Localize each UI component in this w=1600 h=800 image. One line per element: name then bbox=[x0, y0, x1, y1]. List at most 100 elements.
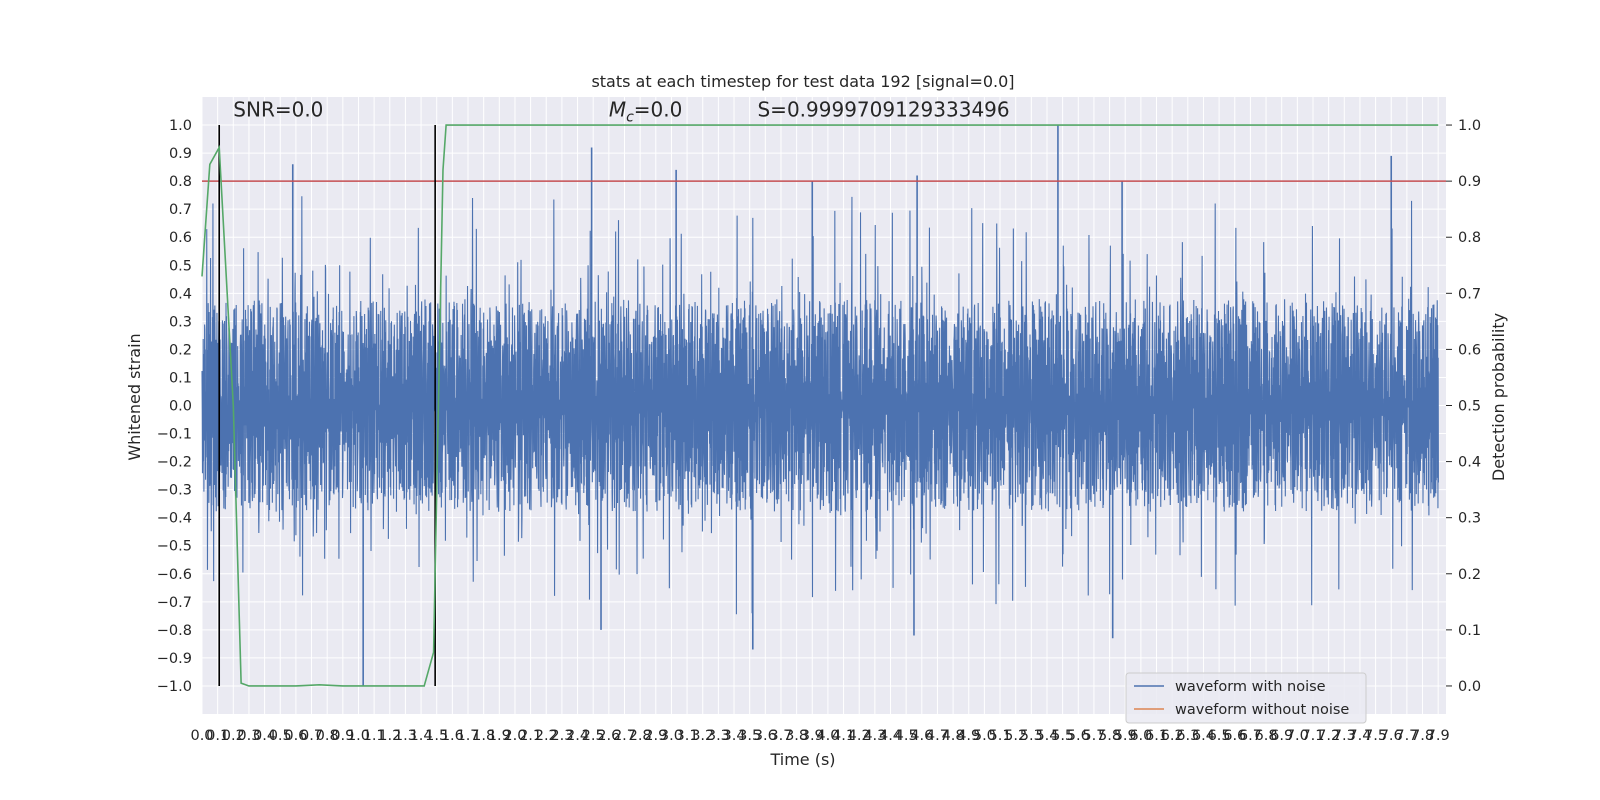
y-tick-label-left: 0.1 bbox=[169, 370, 192, 386]
y-tick-label-left: 0.2 bbox=[169, 342, 192, 358]
x-tick-label: 6.0 bbox=[1129, 728, 1152, 744]
x-tick-label: 3.8 bbox=[785, 728, 808, 744]
x-tick-label: 0.0 bbox=[190, 728, 213, 744]
x-tick-label: 4.6 bbox=[910, 728, 933, 744]
x-tick-label: 7.4 bbox=[1348, 728, 1371, 744]
legend-label-waveform-with-noise: waveform with noise bbox=[1175, 679, 1326, 695]
annotations: SNR=0.0 Mc=0.0 S=0.9999709129333496 bbox=[233, 98, 1009, 126]
x-tick-label: 2.3 bbox=[550, 728, 573, 744]
y-tick-label-right: 0.0 bbox=[1458, 679, 1481, 695]
x-tick-label: 0.4 bbox=[253, 728, 276, 744]
y-tick-label-right: 0.1 bbox=[1458, 623, 1481, 639]
y-axis-label-left: Whitened strain bbox=[125, 333, 144, 460]
x-tick-label: 0.3 bbox=[237, 728, 260, 744]
y-axis-left-ticks: 1.0 0.9 0.8 0.7 0.6 0.5 0.4 0.3 0.2 0.1 0.0 −0.1 −0.… bbox=[157, 118, 192, 695]
y-tick-label-right: 0.7 bbox=[1458, 286, 1481, 302]
x-tick-label: 0.1 bbox=[206, 728, 229, 744]
x-tick-label: 4.5 bbox=[895, 728, 918, 744]
annotation-chirp-mass-symbol: M bbox=[609, 98, 626, 122]
x-tick-label: 7.9 bbox=[1427, 728, 1450, 744]
y-tick-label-right: 1.0 bbox=[1458, 118, 1481, 134]
x-tick-label: 5.0 bbox=[973, 728, 996, 744]
y-tick-label-right: 0.9 bbox=[1458, 174, 1481, 190]
x-tick-label: 2.9 bbox=[644, 728, 667, 744]
y-axis-label-right: Detection probability bbox=[1489, 313, 1508, 481]
x-tick-label: 7.7 bbox=[1395, 728, 1418, 744]
y-tick-label-left: 0.3 bbox=[169, 314, 192, 330]
annotation-snr: SNR=0.0 bbox=[233, 98, 323, 122]
x-axis-label: Time (s) bbox=[769, 750, 835, 769]
x-tick-label: 1.1 bbox=[363, 728, 386, 744]
y-tick-label-left: 0.6 bbox=[169, 230, 192, 246]
x-tick-label: 0.5 bbox=[269, 728, 292, 744]
x-tick-label: 6.9 bbox=[1270, 728, 1293, 744]
annotation-chirp-mass-value: =0.0 bbox=[634, 98, 683, 122]
y-tick-label-left: 0.5 bbox=[169, 258, 192, 274]
annotation-chirp-mass-subscript: c bbox=[626, 110, 634, 126]
y-tick-label-left: −0.1 bbox=[157, 427, 192, 443]
x-tick-label: 2.0 bbox=[503, 728, 526, 744]
x-tick-label: 3.1 bbox=[676, 728, 699, 744]
x-tick-label: 5.8 bbox=[1098, 728, 1121, 744]
annotation-score: S=0.9999709129333496 bbox=[757, 98, 1009, 122]
x-tick-label: 2.4 bbox=[566, 728, 589, 744]
y-tick-label-left: −0.3 bbox=[157, 483, 192, 499]
legend: waveform with noise waveform without noi… bbox=[1125, 672, 1367, 724]
x-tick-label: 6.3 bbox=[1176, 728, 1199, 744]
x-tick-label: 4.1 bbox=[832, 728, 855, 744]
x-tick-label: 6.8 bbox=[1255, 728, 1278, 744]
x-tick-label: 0.6 bbox=[284, 728, 307, 744]
x-tick-label: 6.6 bbox=[1223, 728, 1246, 744]
series-detection-probability bbox=[201, 124, 1439, 687]
x-tick-label: 3.9 bbox=[801, 728, 824, 744]
x-tick-label: 5.9 bbox=[1114, 728, 1137, 744]
x-tick-label: 3.4 bbox=[722, 728, 745, 744]
x-tick-label: 1.2 bbox=[378, 728, 401, 744]
y-tick-label-left: −0.8 bbox=[157, 623, 192, 639]
series-waveform-with-noise bbox=[201, 125, 1439, 686]
x-tick-label: 1.9 bbox=[488, 728, 511, 744]
x-tick-label: 2.5 bbox=[582, 728, 605, 744]
y-tick-label-left: −1.0 bbox=[157, 679, 192, 695]
x-tick-label: 7.1 bbox=[1301, 728, 1324, 744]
x-tick-label: 0.2 bbox=[222, 728, 245, 744]
x-tick-label: 4.4 bbox=[879, 728, 902, 744]
x-tick-label: 6.1 bbox=[1145, 728, 1168, 744]
x-tick-label: 1.4 bbox=[410, 728, 433, 744]
x-tick-label: 7.6 bbox=[1380, 728, 1403, 744]
y-tick-label-right: 0.6 bbox=[1458, 342, 1481, 358]
x-tick-label: 4.7 bbox=[926, 728, 949, 744]
y-tick-label-left: 0.0 bbox=[169, 399, 192, 415]
x-tick-label: 6.2 bbox=[1161, 728, 1184, 744]
x-tick-label: 2.6 bbox=[597, 728, 620, 744]
waveform-noise-trace bbox=[201, 196, 1439, 615]
x-tick-label: 4.2 bbox=[848, 728, 871, 744]
x-tick-label: 5.5 bbox=[1051, 728, 1074, 744]
x-tick-label: 1.0 bbox=[347, 728, 370, 744]
x-tick-label: 2.2 bbox=[535, 728, 558, 744]
x-tick-label: 3.0 bbox=[660, 728, 683, 744]
y-tick-label-left: −0.6 bbox=[157, 567, 192, 583]
x-tick-label: 7.3 bbox=[1333, 728, 1356, 744]
x-tick-label: 5.6 bbox=[1067, 728, 1090, 744]
y-tick-label-left: 0.4 bbox=[169, 286, 192, 302]
x-tick-label: 2.8 bbox=[629, 728, 652, 744]
x-tick-label: 3.3 bbox=[707, 728, 730, 744]
y-tick-label-left: 0.8 bbox=[169, 174, 192, 190]
x-tick-label: 1.6 bbox=[441, 728, 464, 744]
x-axis-ticks: 0.00.10.20.30.40.50.60.70.80.91.01.11.21… bbox=[190, 728, 1449, 744]
x-tick-label: 2.7 bbox=[613, 728, 636, 744]
y-tick-label-right: 0.2 bbox=[1458, 567, 1481, 583]
x-tick-label: 1.8 bbox=[472, 728, 495, 744]
x-tick-label: 4.3 bbox=[863, 728, 886, 744]
x-tick-label: 5.2 bbox=[1004, 728, 1027, 744]
y-tick-label-right: 0.5 bbox=[1458, 399, 1481, 415]
x-tick-label: 6.7 bbox=[1239, 728, 1262, 744]
x-tick-label: 7.5 bbox=[1364, 728, 1387, 744]
x-tick-label: 1.3 bbox=[394, 728, 417, 744]
x-tick-label: 5.4 bbox=[1035, 728, 1058, 744]
x-tick-label: 1.7 bbox=[456, 728, 479, 744]
x-tick-label: 3.6 bbox=[754, 728, 777, 744]
x-tick-label: 4.9 bbox=[957, 728, 980, 744]
